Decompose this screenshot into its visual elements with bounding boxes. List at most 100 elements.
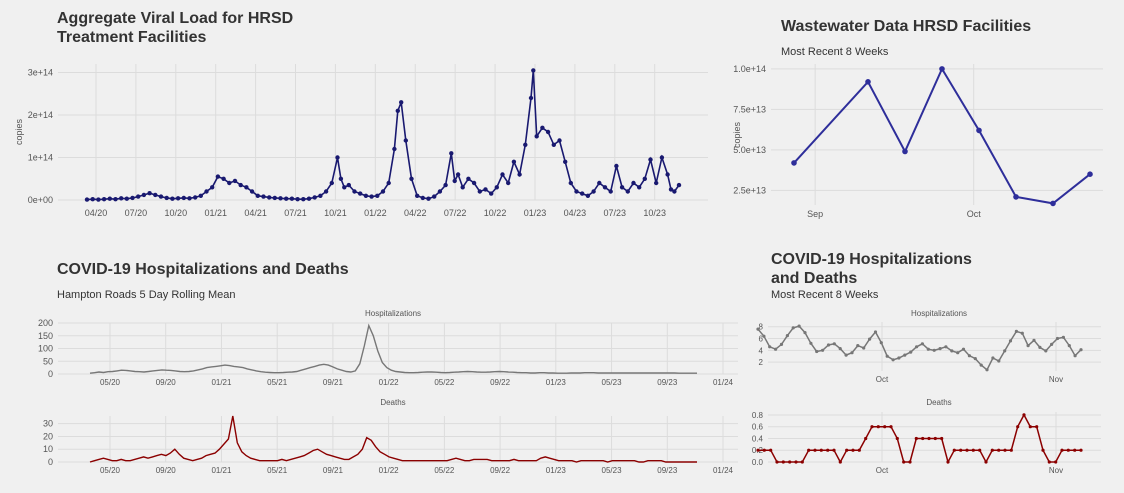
- viral-ytick-label: 0e+00: [28, 195, 53, 205]
- hosp_short-point: [1014, 329, 1018, 333]
- viral-point: [420, 195, 425, 201]
- deaths_long-xtick-label: 01/21: [211, 466, 232, 475]
- hosp_long-xtick-label: 01/23: [546, 378, 567, 387]
- deaths_short-point: [807, 448, 811, 452]
- deaths_short-point: [1028, 425, 1032, 429]
- viral-point: [187, 196, 192, 201]
- viral-point: [346, 182, 351, 188]
- viral-point: [158, 194, 164, 199]
- viral-point: [249, 189, 255, 194]
- viral-point: [164, 195, 169, 201]
- viral-point: [107, 196, 113, 201]
- viral-point: [375, 193, 380, 198]
- hosp_short-point: [997, 359, 1001, 363]
- deaths_short-ytick-label: 0.8: [752, 411, 764, 420]
- viral-point: [395, 108, 400, 114]
- wastewater-point: [1050, 200, 1056, 207]
- viral-point: [563, 159, 568, 164]
- viral-point: [452, 178, 457, 184]
- viral-point: [204, 189, 209, 194]
- hosp_short-point: [885, 354, 889, 358]
- viral-point: [574, 189, 579, 194]
- viral-point: [460, 185, 465, 190]
- viral-point: [591, 189, 596, 194]
- viral-point: [654, 180, 659, 186]
- viral-point: [335, 155, 340, 160]
- hosp_short-point: [991, 356, 995, 360]
- wastewater-series-line: [793, 66, 1091, 205]
- deaths_short-series-line: [758, 413, 1081, 465]
- hosp_short-point: [1003, 349, 1007, 353]
- viral-point: [278, 196, 283, 201]
- hosp_short-point: [979, 363, 983, 367]
- hosp_short-point: [897, 356, 901, 360]
- deaths_long-xtick-label: 09/23: [657, 466, 678, 475]
- hosp_short-point: [838, 347, 842, 351]
- deaths_short-point: [927, 436, 931, 441]
- viral-point: [284, 196, 289, 201]
- viral-point: [193, 195, 198, 200]
- viral-point: [531, 68, 536, 73]
- deaths_long-panel-title: Deaths: [380, 398, 405, 407]
- deaths_long-ytick-label: 30: [43, 419, 53, 429]
- viral-point: [672, 189, 677, 194]
- deaths_short-point: [997, 448, 1001, 452]
- hosp_short-ytick-label: 8: [759, 323, 764, 332]
- viral-point: [255, 193, 260, 198]
- viral-point: [637, 185, 642, 190]
- viral-point: [198, 193, 203, 198]
- hosp_short-ytick-label: 4: [759, 346, 764, 355]
- deaths-long-chart: 0 10 20 30 05/20 09/20 01/21 05/21 09/21 01/22 05/…: [43, 398, 738, 475]
- hosp_short-series-line: [757, 325, 1082, 371]
- deaths_long-xtick-label: 01/24: [713, 466, 734, 475]
- hosp_long-xtick-label: 01/22: [379, 378, 400, 387]
- deaths_short-point: [940, 436, 944, 441]
- viral-point: [534, 134, 539, 139]
- deaths_short-point: [946, 460, 950, 464]
- hosp_long-xtick-label: 05/22: [434, 378, 455, 387]
- hosp_short-point: [1067, 344, 1071, 348]
- deaths_short-point: [902, 460, 906, 464]
- deaths_short-point: [908, 460, 912, 464]
- viral-point: [380, 189, 386, 194]
- viral-point: [238, 182, 243, 188]
- viral-point: [306, 196, 312, 201]
- viral-point: [261, 194, 266, 199]
- hosp_short-ytick-label: 2: [759, 358, 764, 367]
- viral-point: [511, 159, 517, 164]
- viral-point: [466, 176, 471, 181]
- deaths_short-point: [990, 448, 994, 452]
- hosp_short-point: [1079, 348, 1083, 352]
- viral-point: [386, 180, 391, 186]
- viral-point: [113, 197, 118, 202]
- deaths_long-xtick-label: 05/21: [267, 466, 288, 475]
- viral-point: [614, 163, 619, 169]
- viral-point: [130, 195, 135, 201]
- hosp_short-point: [956, 351, 960, 355]
- viral-point: [602, 185, 608, 190]
- viral-point: [369, 194, 374, 199]
- viral-load-title: Aggregate Viral Load for HRSD Treatment …: [57, 10, 294, 46]
- deaths_short-point: [959, 448, 963, 452]
- hosp_short-point: [903, 353, 907, 357]
- viral-point: [101, 197, 107, 202]
- deaths_short-point: [756, 448, 760, 452]
- viral-point: [426, 196, 431, 201]
- viral-ytick-label: 1e+14: [28, 153, 53, 163]
- hosp_long-xtick-label: 05/20: [100, 378, 121, 387]
- deaths_short-point: [794, 460, 798, 464]
- hosp_short-point: [1020, 331, 1024, 335]
- viral-point: [523, 142, 528, 147]
- viral-point: [631, 180, 636, 186]
- viral-point: [608, 189, 613, 194]
- deaths_short-point: [857, 448, 861, 452]
- wastewater-xtick-label: Sep: [807, 209, 823, 219]
- deaths_short-point: [1079, 448, 1083, 452]
- hosp_long-xtick-label: 01/24: [713, 378, 734, 387]
- viral-xtick-label: 07/20: [125, 208, 148, 218]
- viral-xtick-label: 01/22: [364, 208, 387, 218]
- hosp_short-point: [1044, 349, 1048, 353]
- hosp_short-point: [1055, 336, 1060, 341]
- deaths_short-panel-title: Deaths: [926, 398, 951, 407]
- viral-point: [625, 189, 630, 194]
